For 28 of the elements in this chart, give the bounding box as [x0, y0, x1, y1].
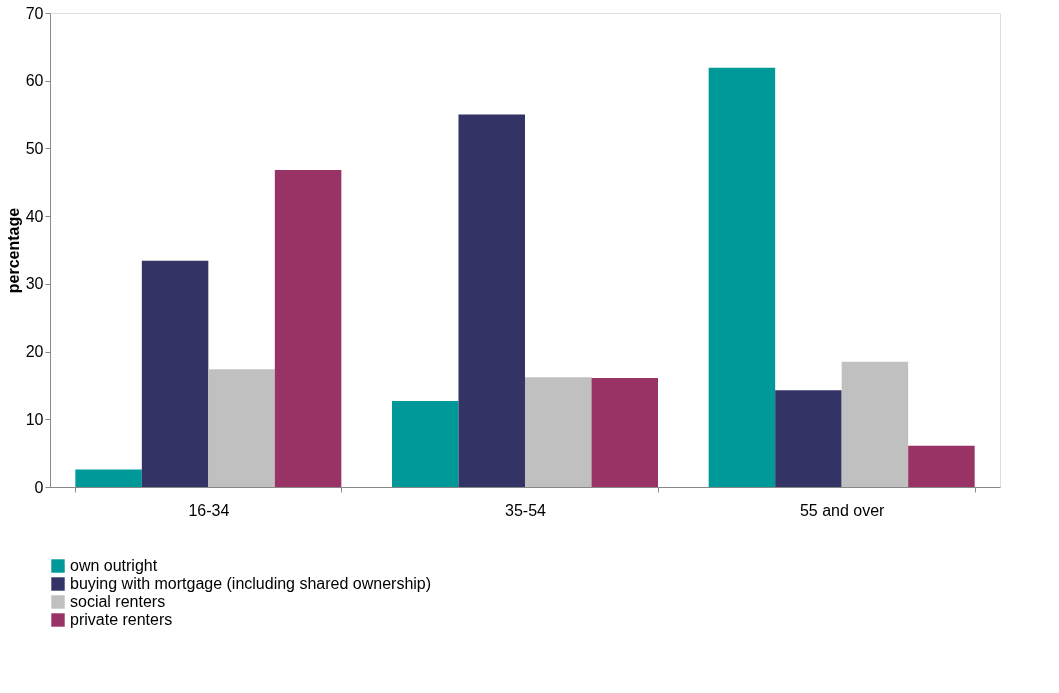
y-tick-label: 50	[25, 139, 44, 157]
bar	[274, 170, 342, 487]
y-tick-label: 20	[25, 343, 44, 361]
bar	[392, 401, 459, 487]
x-tick-label: 16-34	[188, 501, 230, 519]
bar	[841, 361, 909, 487]
y-tick-label: 40	[25, 207, 44, 225]
bar	[708, 67, 776, 487]
bar	[908, 445, 975, 487]
bar	[591, 377, 658, 487]
x-tick-label: 35-54	[505, 501, 547, 519]
y-tick-label: 60	[25, 72, 44, 90]
legend-label: buying with mortgage (including shared ownership)	[70, 575, 432, 592]
bar	[458, 114, 525, 487]
y-tick-label: 0	[34, 478, 44, 496]
bar	[141, 260, 209, 487]
y-tick-label: 70	[25, 4, 44, 22]
y-axis-title: percentage	[4, 207, 22, 294]
legend-label: own outright	[70, 557, 158, 574]
bar	[208, 369, 275, 487]
bar	[75, 469, 142, 487]
bar	[775, 390, 842, 487]
y-tick-label: 10	[25, 410, 44, 428]
y-tick-label: 30	[25, 275, 44, 293]
bar	[525, 377, 592, 487]
legend-label: social renters	[70, 593, 166, 610]
x-tick-label: 55 and over	[799, 501, 886, 519]
legend-label: private renters	[70, 611, 173, 628]
